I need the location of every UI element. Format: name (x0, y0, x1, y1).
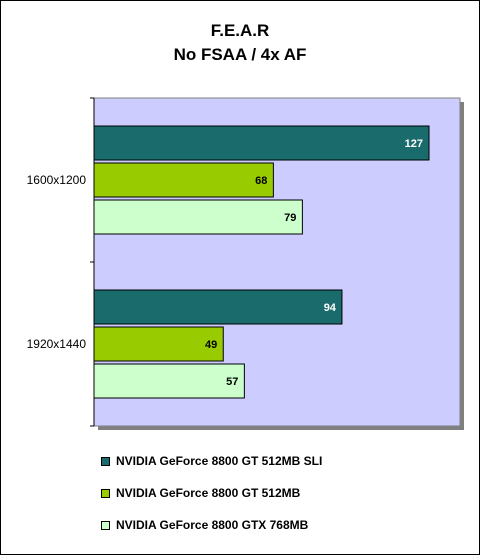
chart-title-block: F.E.A.R No FSAA / 4x AF (1, 19, 479, 67)
bar (93, 289, 343, 325)
data-label: 68 (255, 175, 267, 187)
bar (93, 199, 303, 235)
bar (93, 162, 274, 198)
chart-title: F.E.A.R (210, 21, 270, 40)
bar (93, 125, 430, 161)
legend-label-series-1: NVIDIA GeForce 8800 GT 512MB SLI (116, 454, 323, 468)
legend-swatch-series-2 (101, 488, 110, 498)
data-label: 127 (405, 138, 423, 150)
data-label: 79 (284, 212, 296, 224)
category-label: 1600x1200 (27, 173, 87, 187)
bar (93, 326, 224, 362)
legend-label-series-3: NVIDIA GeForce 8800 GTX 768MB (116, 518, 309, 532)
legend-item-series-3: NVIDIA GeForce 8800 GTX 768MB (101, 517, 308, 533)
data-label: 49 (205, 339, 217, 351)
legend-label-series-2: NVIDIA GeForce 8800 GT 512MB (116, 486, 301, 500)
chart-subtitle: No FSAA / 4x AF (173, 45, 307, 64)
data-label: 57 (226, 376, 238, 388)
legend-swatch-series-3 (101, 520, 110, 530)
category-label: 1920x1440 (27, 337, 87, 351)
bar (93, 363, 245, 399)
legend-item-series-1: NVIDIA GeForce 8800 GT 512MB SLI (101, 453, 322, 469)
data-label: 94 (324, 302, 337, 314)
legend-item-series-2: NVIDIA GeForce 8800 GT 512MB (101, 485, 300, 501)
legend-swatch-series-1 (101, 456, 110, 466)
